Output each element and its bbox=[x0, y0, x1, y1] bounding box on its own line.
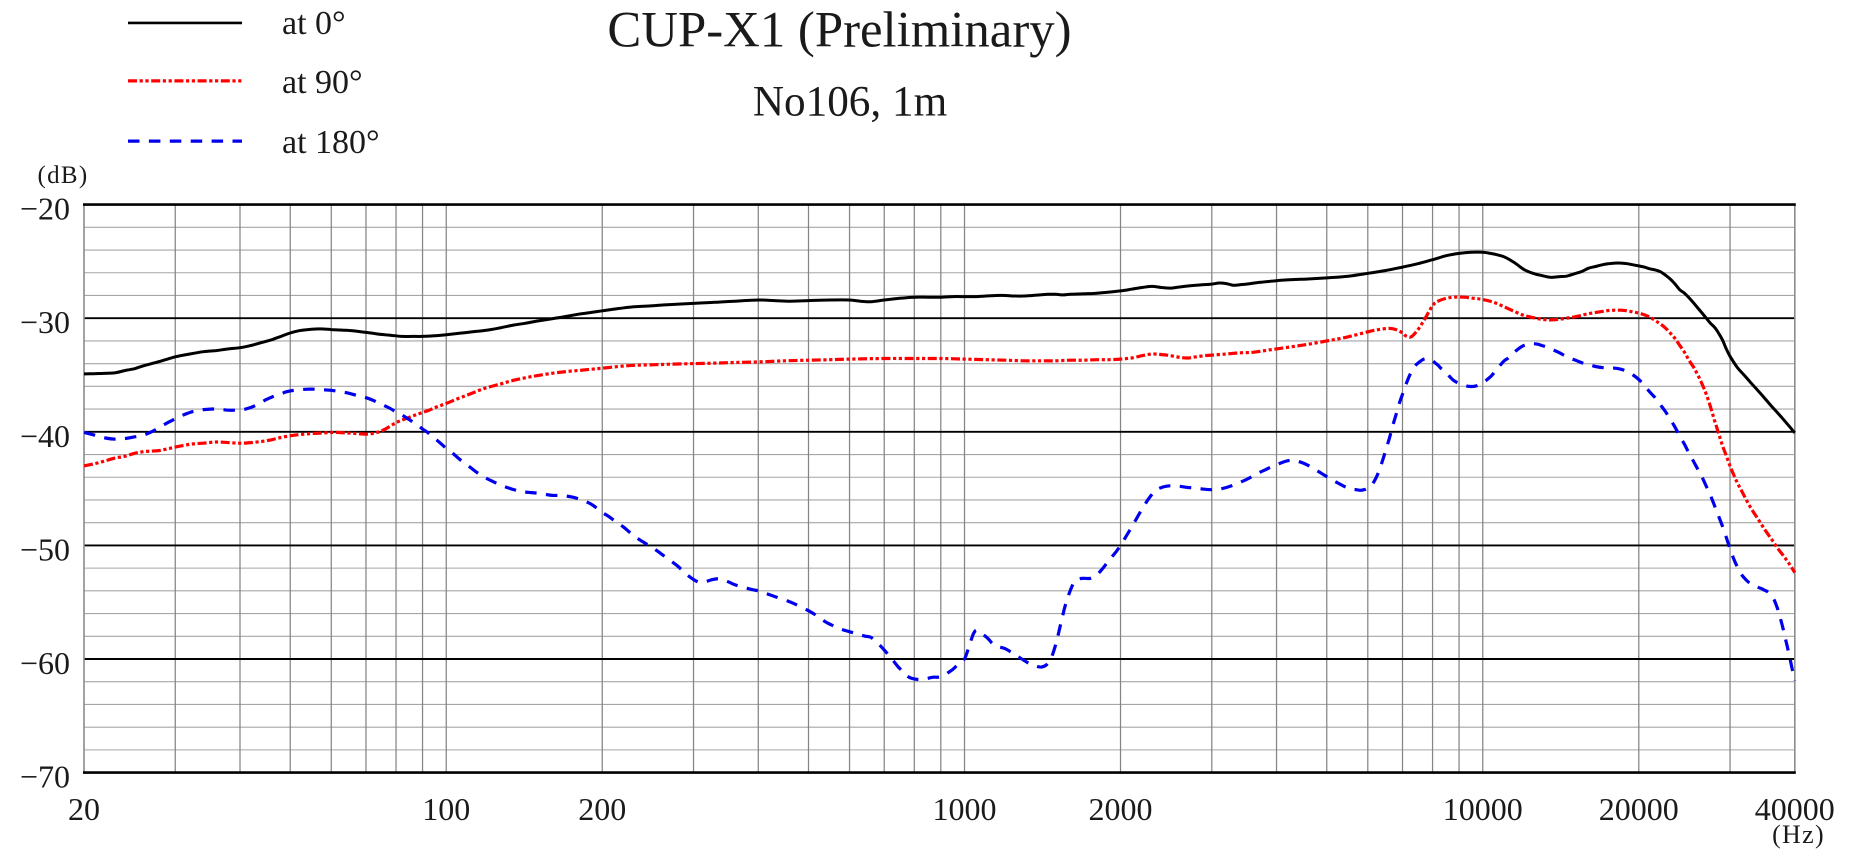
svg-text:20000: 20000 bbox=[1599, 791, 1679, 827]
svg-text:10000: 10000 bbox=[1443, 791, 1523, 827]
svg-text:−70: −70 bbox=[20, 759, 70, 795]
svg-text:−40: −40 bbox=[20, 418, 70, 454]
svg-text:200: 200 bbox=[578, 791, 626, 827]
svg-text:at 0°: at 0° bbox=[282, 5, 346, 42]
svg-text:No106, 1m: No106, 1m bbox=[753, 79, 947, 126]
svg-text:1000: 1000 bbox=[933, 791, 997, 827]
svg-text:40000: 40000 bbox=[1755, 791, 1835, 827]
svg-text:−20: −20 bbox=[20, 191, 70, 227]
svg-text:−50: −50 bbox=[20, 531, 70, 567]
svg-text:2000: 2000 bbox=[1089, 791, 1153, 827]
svg-text:−30: −30 bbox=[20, 304, 70, 340]
svg-text:at 180°: at 180° bbox=[282, 124, 380, 161]
svg-text:(dB): (dB) bbox=[37, 162, 88, 189]
svg-text:at 90°: at 90° bbox=[282, 64, 363, 101]
svg-text:20: 20 bbox=[68, 791, 100, 827]
svg-text:(Hz): (Hz) bbox=[1772, 820, 1825, 849]
svg-text:100: 100 bbox=[422, 791, 470, 827]
svg-text:−60: −60 bbox=[20, 645, 70, 681]
svg-text:CUP-X1 (Preliminary): CUP-X1 (Preliminary) bbox=[607, 2, 1071, 58]
